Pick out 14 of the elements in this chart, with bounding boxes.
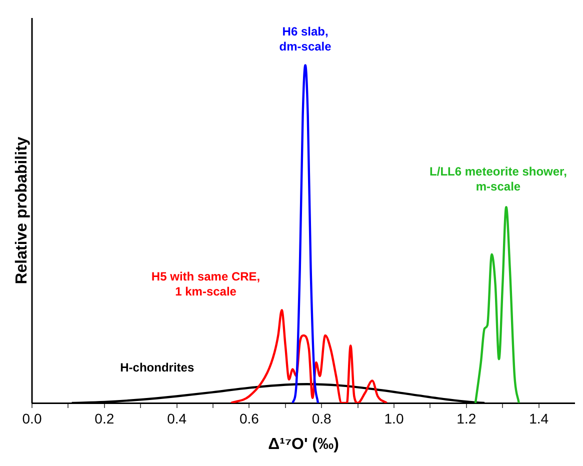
x-tick-label: 0.6 [239,410,260,426]
text: H6 slab, dm-scale [279,24,332,54]
x-tick-label: 1.4 [529,410,549,426]
x-axis-title: Δ¹⁷O' (‰) [268,436,339,453]
x-tick-label: 0.2 [94,410,114,426]
series-label: H-chondrites [120,360,194,374]
x-tick-label: 0.0 [22,410,42,426]
x-tick-label: 1.0 [384,410,404,426]
text: H5 with same CRE, 1 km-scale [151,269,260,298]
x-tick-label: 0.4 [167,410,187,426]
x-tick-label: 1.2 [456,410,476,426]
x-tick-label: 0.8 [312,410,332,426]
text: L/LL6 meteorite shower, m-scale [430,164,567,194]
y-axis-title: Relative probability [13,136,30,284]
